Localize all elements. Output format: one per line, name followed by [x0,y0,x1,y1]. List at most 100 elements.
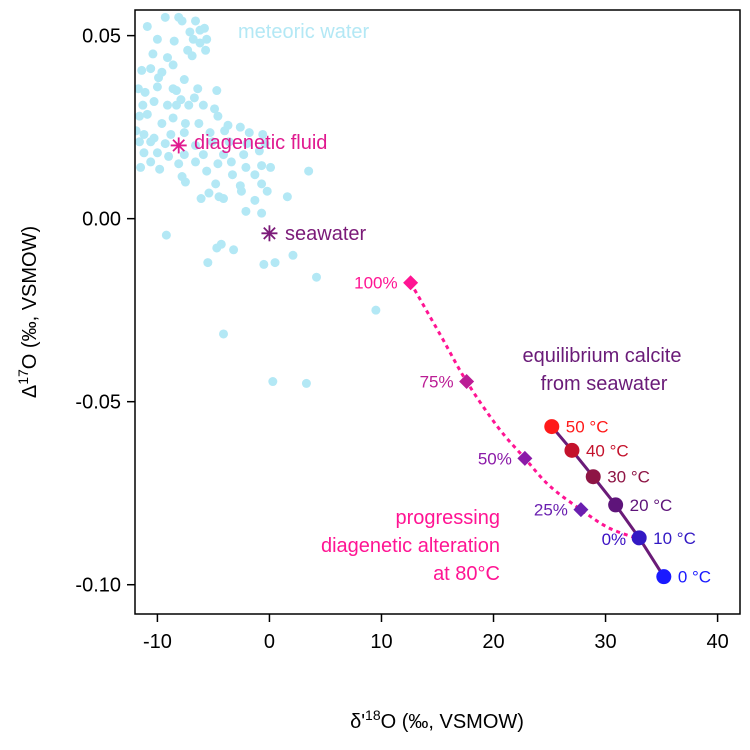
meteoric-water-point [179,128,189,138]
meteoric-water-point [207,137,217,147]
meteoric-water-point [135,126,141,136]
y-tick-label: -0.05 [75,392,121,414]
alteration-point [403,275,419,291]
x-tick-label: 40 [706,631,728,653]
alteration-point [573,502,589,518]
alteration-point [459,374,475,390]
meteoric-water-point [250,195,260,205]
meteoric-water-point [164,151,174,161]
y-tick-label: 0.05 [82,26,121,48]
meteoric-water-point [137,65,147,75]
x-axis-title: δ'18O (‰, VSMOW) [350,707,524,733]
meteoric-water-point [257,208,267,218]
meteoric-water-point [205,128,215,138]
x-axis-title-delta: δ [350,711,361,733]
plot-frame [134,9,741,615]
diagenetic-fluid-marker [170,137,187,154]
calcite-point [564,442,580,458]
x-tick-label: 10 [370,631,392,653]
meteoric-water-point [184,100,194,110]
meteoric-water-point [161,230,171,240]
seawater-marker [261,225,278,242]
meteoric-water-point [146,137,156,147]
meteoric-water-point [268,377,278,387]
meteoric-water-point [258,129,268,139]
meteoric-water-point [146,157,156,167]
progressing-alteration-label-line3: at 80°C [433,563,500,585]
meteoric-water-point [213,111,223,121]
meteoric-water-point [149,97,159,107]
meteoric-water-point [162,100,172,110]
meteoric-water-point [189,93,199,103]
calcite-point-label: 30 °C [607,468,650,487]
y-tick-label: 0.00 [82,209,121,231]
meteoric-water-point [171,100,181,110]
meteoric-water-point [179,150,189,160]
meteoric-water-point [202,34,212,44]
meteoric-water-point [180,177,190,187]
meteoric-water-point [142,109,152,119]
meteoric-water-point [260,139,270,149]
meteoric-water-points [135,12,381,388]
meteoric-water-point [244,128,254,138]
meteoric-water-point [152,148,162,158]
meteoric-water-point [242,139,252,149]
meteoric-water-point [210,104,220,114]
alteration-point-label: 50% [478,449,512,468]
y-axis: -0.10 -0.05 0.00 0.05 [75,26,135,597]
meteoric-water-point [235,122,245,132]
calcite-point-label: 0 °C [678,568,711,587]
meteoric-water-point [169,36,179,46]
meteoric-water-point [191,140,200,150]
meteoric-water-point [166,129,176,139]
meteoric-water-point [204,188,214,198]
meteoric-water-point [139,148,149,158]
seawater-label: seawater [285,223,366,245]
meteoric-water-point [226,157,236,167]
calcite-point [631,530,647,546]
meteoric-water-point [224,137,234,147]
meteoric-water-point [288,250,298,260]
meteoric-water-point [171,86,181,96]
meteoric-water-point [203,258,213,268]
meteoric-water-point [257,161,267,171]
calcite-point-label: 50 °C [566,418,609,437]
meteoric-water-point [139,129,149,139]
meteoric-water-point [270,258,280,268]
meteoric-water-point [219,329,229,339]
y-axis-title-delta: Δ [19,385,41,398]
meteoric-water-point [191,157,200,167]
meteoric-water-point [250,170,260,180]
calcite-point-label: 40 °C [586,441,629,460]
meteoric-water-point [160,139,170,149]
calcite-point [585,469,601,485]
meteoric-water-point [199,23,209,33]
calcite-point-label: 10 °C [653,529,696,548]
meteoric-water-point [211,179,221,189]
progressing-alteration-label-line2: diagenetic alteration [321,535,500,557]
meteoric-water-point [155,164,165,174]
meteoric-water-point [194,118,204,128]
calcite-point-label: 20 °C [630,496,673,515]
meteoric-water-point [266,162,276,172]
calcite-point [656,569,672,585]
meteoric-water-point [239,150,249,160]
meteoric-water-point [241,162,251,172]
y-tick-label: -0.10 [75,575,121,597]
x-axis-title-sup: 18 [365,707,381,723]
meteoric-water-point [136,162,146,172]
meteoric-water-point [202,166,212,176]
meteoric-water-point [188,34,198,44]
progressing-alteration-label-line1: progressing [395,507,500,529]
equilibrium-calcite-label-line1: equilibrium calcite [523,345,682,367]
meteoric-water-point [312,272,321,282]
meteoric-water-point [180,118,190,128]
meteoric-water-point [193,84,203,94]
alteration-point-label: 0% [602,530,627,549]
calcite-point [544,419,560,435]
seawater-marker-stroke [263,227,276,240]
meteoric-water-point [148,49,158,59]
x-axis-title-prime: ' [361,711,365,733]
x-tick-label: 30 [594,631,616,653]
